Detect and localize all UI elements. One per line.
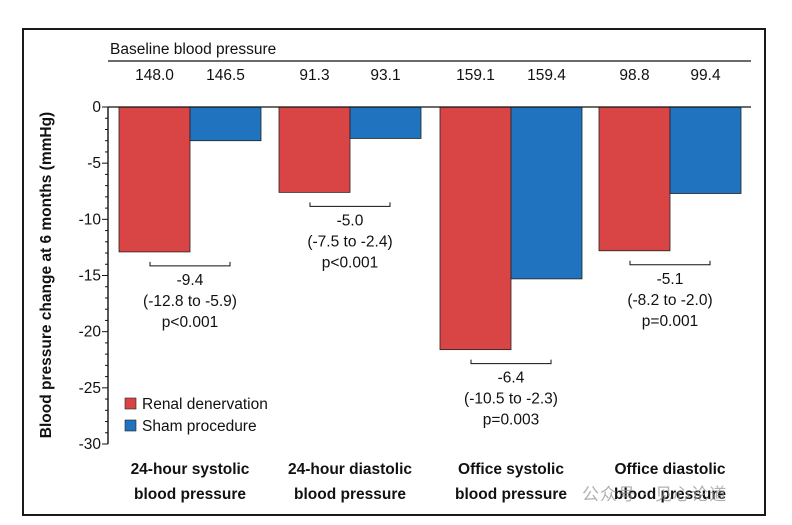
baseline-value: 98.8 (619, 67, 649, 84)
p-value: p=0.003 (483, 412, 539, 429)
bar-renal-denervation-3 (598, 106, 671, 252)
comparison-bracket (470, 359, 552, 365)
bar-sham-procedure-2 (510, 106, 583, 280)
p-value: p<0.001 (162, 314, 218, 331)
category-label-line2: blood pressure (134, 486, 246, 503)
category-label-line2: blood pressure (614, 486, 726, 503)
difference-value: -6.4 (498, 370, 525, 387)
y-tick-label: -25 (79, 380, 101, 397)
comparison-bracket (149, 261, 231, 267)
watermark-text: 公众号 · 见心论道 (582, 485, 728, 505)
bars-layer (118, 106, 742, 351)
comparison-bracket (309, 202, 391, 207)
y-axis-label: Blood pressure change at 6 months (mmHg) (38, 112, 55, 438)
baseline-value: 99.4 (690, 67, 721, 84)
bar-renal-denervation-0 (118, 106, 191, 253)
baseline-value: 148.0 (135, 67, 174, 84)
baseline-value: 91.3 (299, 67, 329, 84)
baseline-title: Baseline blood pressure (110, 41, 276, 58)
x-axis-labels: 148.0 146.5 91.3 93.1 159.1 159.4 98.8 99.4 24-h… (131, 67, 727, 503)
y-tick-label: -30 (79, 436, 102, 453)
category-label-line2: blood pressure (455, 486, 567, 503)
baseline-value: 159.4 (527, 67, 566, 84)
confidence-interval: (-12.8 to -5.9) (143, 293, 237, 310)
category-label-line1: 24-hour diastolic (288, 461, 412, 478)
difference-value: -9.4 (177, 272, 204, 289)
legend-label: Sham procedure (142, 418, 257, 435)
bar-sham-procedure-1 (349, 106, 422, 139)
bar-sham-procedure-3 (669, 106, 742, 194)
legend: Renal denervation Sham procedure (124, 396, 268, 435)
bar-renal-denervation-2 (439, 106, 512, 351)
y-tick-label: -15 (79, 268, 101, 285)
category-label-line1: Office systolic (458, 461, 564, 478)
y-tick-label: -5 (87, 155, 101, 172)
category-label-line1: Office diastolic (614, 461, 725, 478)
y-tick-label: 0 (92, 99, 101, 116)
bar-renal-denervation-1 (278, 106, 351, 193)
category-label-line2: blood pressure (294, 486, 406, 503)
baseline-value: 93.1 (370, 67, 400, 84)
y-tick-label: -10 (79, 211, 102, 228)
baseline-value: 146.5 (206, 67, 245, 84)
legend-label: Renal denervation (142, 396, 268, 413)
annotations-layer: -9.4 (-12.8 to -5.9) p<0.001 -5.0 (-7.5 to -… (143, 202, 713, 429)
p-value: p<0.001 (322, 254, 378, 271)
confidence-interval: (-7.5 to -2.4) (307, 233, 392, 250)
bar-sham-procedure-0 (189, 106, 262, 142)
baseline-value: 159.1 (456, 67, 495, 84)
category-label-line1: 24-hour systolic (131, 461, 250, 478)
y-tick-label: -20 (79, 324, 102, 341)
p-value: p=0.001 (642, 313, 698, 330)
difference-value: -5.1 (657, 271, 684, 288)
y-axis: 0 -5 -10 -15 -20 -25 -30 (79, 99, 751, 453)
comparison-bracket (629, 260, 711, 266)
legend-swatch (124, 419, 137, 432)
confidence-interval: (-10.5 to -2.3) (464, 391, 558, 408)
difference-value: -5.0 (337, 212, 364, 229)
confidence-interval: (-8.2 to -2.0) (627, 292, 712, 309)
legend-swatch (124, 397, 137, 410)
